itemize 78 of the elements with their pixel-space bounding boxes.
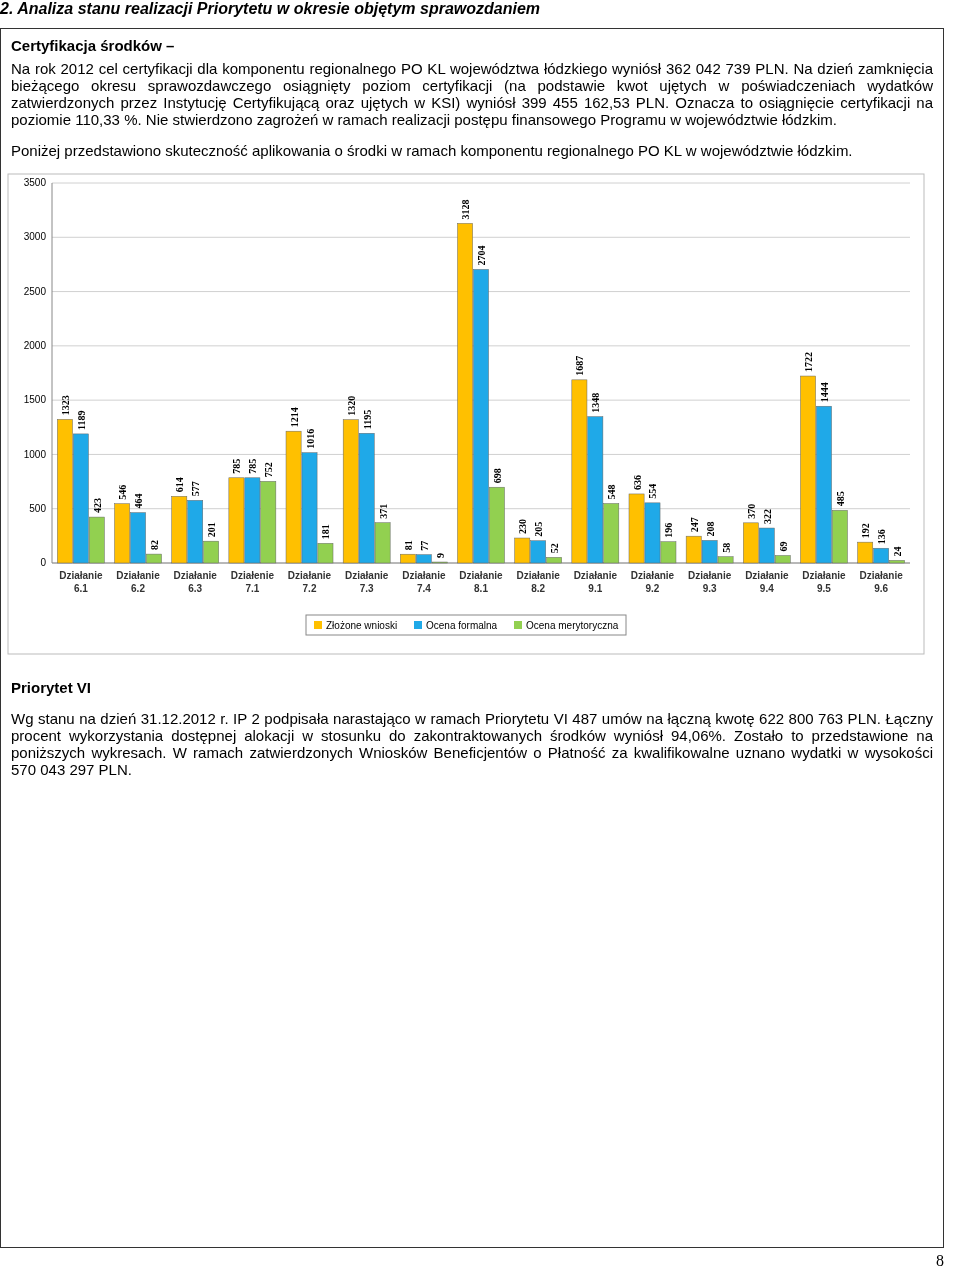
data-label: 1722	[803, 352, 815, 373]
data-label: 230	[517, 519, 529, 535]
x-tick-label: Działanie 7.2	[287, 570, 332, 594]
x-tick-label: Działanie 9.6	[859, 570, 904, 594]
data-label: 192	[860, 523, 872, 539]
data-label: 423	[91, 498, 103, 514]
data-label: 247	[688, 517, 700, 533]
data-label: 614	[174, 477, 186, 493]
text: Na rok 2012 cel certyfikacji dla komponentu regionalnego PO KL województwa łódzkiego wyniósł 362 042 739 PLN. Na dzień zamknięcia bieżącego okresu sprawozdawczego osiągnięty poziom certyfikacji (na podstawie kwot ujętych w poświadczeniach wydatków zatwierdzonych przez Instytucję Certyfikującą oraz ujętych w KSI) wyniósł 399 455 162,53 PLN. Oznacza to osiągnięcie certyfikacji na poziomie 110,33 %. Nie stwierdzono zagrożeń w ramach realizacji postępu finansowego Programu w województwie łódzkim.	[11, 60, 933, 128]
x-tick-label: Działanie 7.3	[345, 570, 389, 594]
y-tick-label: 3500	[23, 177, 47, 189]
x-tick-label: Działanie 9.3	[687, 570, 732, 594]
y-tick-label: 2500	[23, 285, 47, 297]
data-label: 1320	[345, 395, 357, 416]
y-tick-label: 1500	[23, 394, 47, 406]
data-label: 485	[834, 491, 846, 507]
legend-label: Ocena merytoryczna	[526, 620, 619, 631]
data-label: 77	[418, 540, 430, 551]
x-tick-label: Działanie 9.5	[802, 570, 847, 594]
legend-label: Złożone wnioski	[326, 620, 398, 631]
data-label: 698	[491, 468, 503, 484]
data-label: 58	[720, 542, 732, 553]
y-tick-label: 1000	[23, 448, 47, 460]
data-label: 208	[704, 521, 716, 537]
data-label: 69	[777, 541, 789, 552]
data-label: 752	[263, 462, 275, 478]
data-label: 371	[377, 503, 389, 519]
data-label: 785	[231, 458, 243, 474]
data-label: 2704	[476, 245, 487, 266]
data-label: 52	[549, 543, 561, 554]
data-label: 1348	[590, 392, 602, 413]
data-label: 1323	[59, 395, 71, 416]
chart-title: 2. Analiza stanu realizacji Priorytetu w okresie objętym sprawozdaniem	[0, 0, 542, 19]
data-label: 205	[533, 521, 545, 537]
x-tick-label: Działanie 6.3	[173, 570, 218, 594]
data-label: 81	[402, 540, 414, 551]
text: 8	[935, 1252, 944, 1270]
x-tick-label: Działanie 6.2	[116, 570, 161, 594]
y-tick-label: 500	[29, 502, 47, 514]
x-tick-label: Działanie 8.1	[459, 570, 504, 594]
data-label: 82	[148, 540, 160, 551]
data-label: 577	[190, 481, 202, 497]
data-label: 1214	[288, 407, 300, 428]
data-label: 201	[206, 522, 218, 538]
text: Priorytet VI	[11, 679, 93, 696]
x-tick-label: Działenie 7.1	[230, 570, 275, 594]
x-tick-label: Działanie 6.1	[59, 570, 103, 594]
data-label: 1016	[304, 428, 316, 449]
y-tick-label: 0	[40, 557, 47, 569]
legend-label: Ocena formalna	[426, 620, 498, 631]
data-label: 196	[663, 522, 675, 538]
data-label: 785	[247, 458, 259, 474]
data-label: 9	[434, 553, 446, 559]
data-label: 136	[876, 529, 888, 545]
x-tick-label: Działanie 8.2	[516, 570, 561, 594]
data-label: 181	[320, 524, 332, 540]
data-label: 1687	[574, 355, 586, 376]
text: Wg stanu na dzień 31.12.2012 r. IP 2 podpisała narastająco w ramach Priorytetu VI 487 umów na łączną kwotę 622 800 763 PLN. Łączny procent wykorzystania dostępnej alokacji w stosunku do zakontraktowanych środków wyniósł 94,06%. Zostało to przedstawione na poniższych wykresach. W ramach zatwierdzonych Wniosków Beneficjentów o Płatność za kwalifikowalne uznano wydatki w wysokości 570 043 297 PLN.	[11, 710, 933, 778]
x-tick-label: Działanie 9.1	[573, 570, 618, 594]
y-tick-label: 3000	[23, 231, 47, 243]
data-label: 3128	[460, 199, 472, 220]
y-tick-label: 2000	[23, 340, 47, 352]
data-label: 464	[133, 493, 145, 509]
data-label: 24	[892, 546, 904, 557]
data-label: 1195	[361, 409, 373, 430]
x-tick-label: Działanie 9.2	[630, 570, 675, 594]
text: Poniżej przedstawiono skuteczność aplikowania o środki w ramach komponentu regionalnego PO KL w województwie łódzkim.	[11, 142, 854, 159]
data-label: 1189	[75, 410, 87, 430]
data-label: 546	[117, 484, 129, 500]
data-label: 1444	[818, 382, 830, 403]
data-label: 636	[631, 474, 643, 490]
data-label: 322	[761, 509, 773, 525]
data-label: 548	[606, 484, 618, 500]
x-tick-label: Działanie 9.4	[745, 570, 789, 594]
x-tick-label: Działanie 7.4	[402, 570, 446, 594]
data-label: 554	[647, 483, 659, 499]
data-label: 370	[745, 503, 757, 519]
chart-subtitle: Certyfikacja środków –	[11, 37, 176, 54]
